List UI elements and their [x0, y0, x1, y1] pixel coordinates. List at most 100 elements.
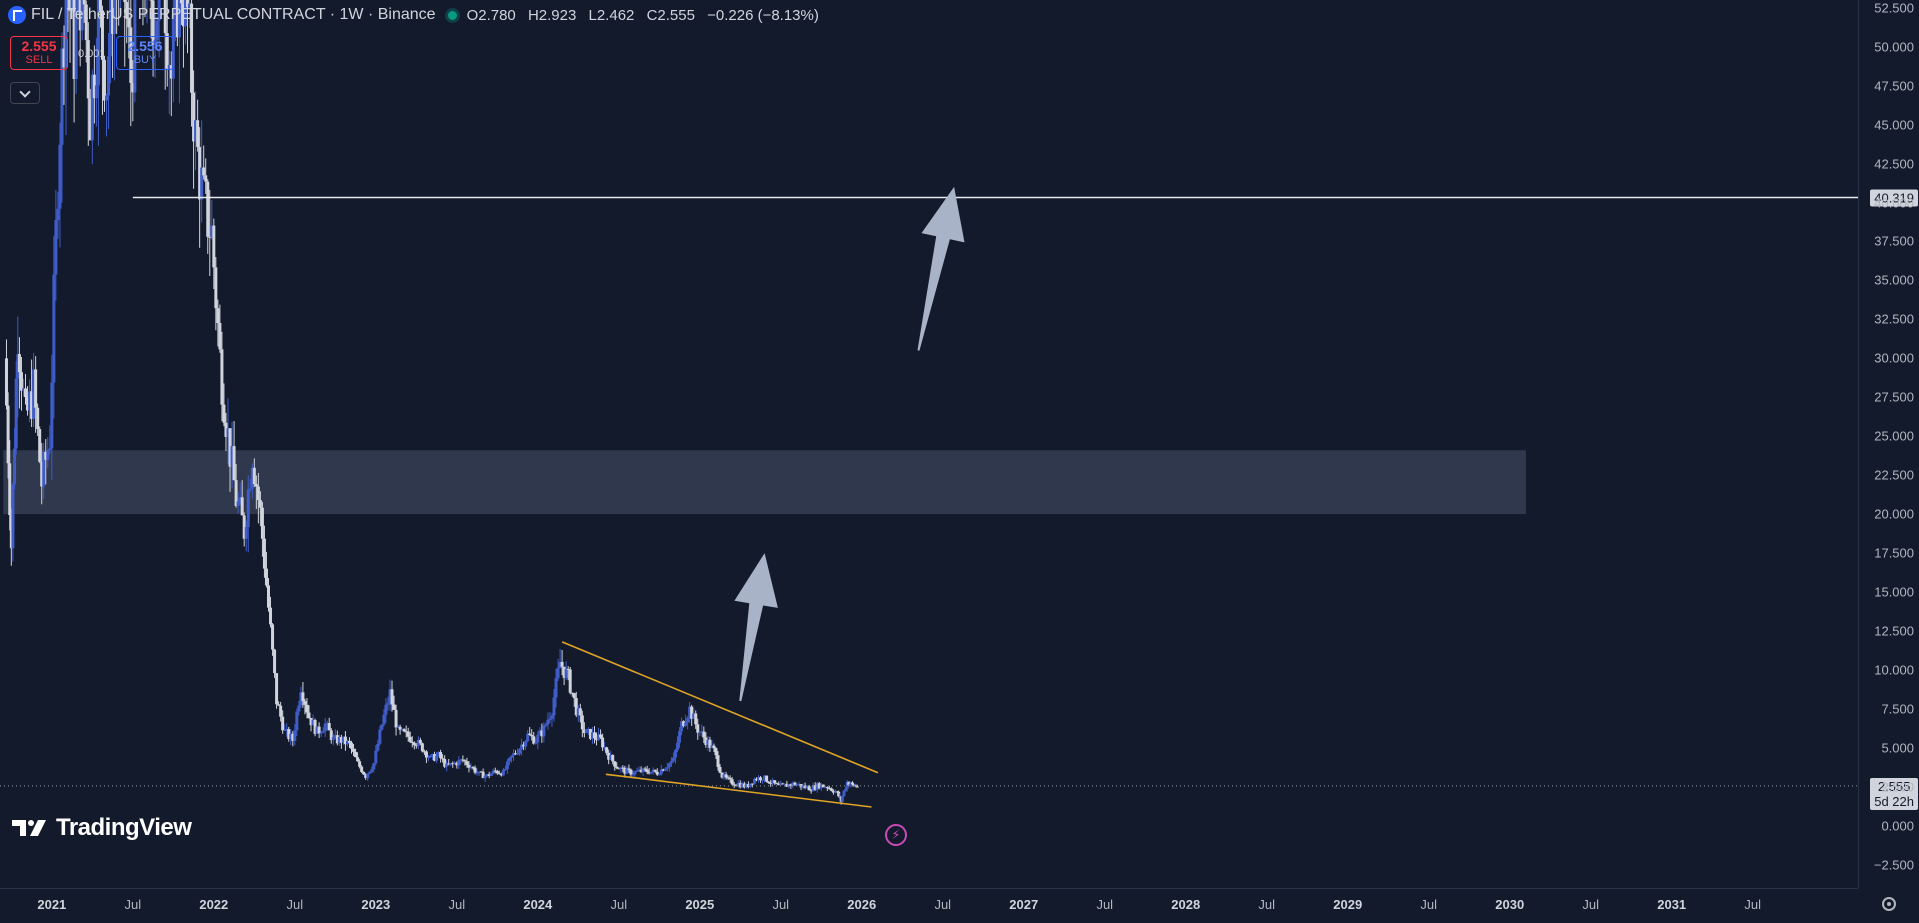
gear-icon[interactable] — [1880, 895, 1898, 913]
time-tick-label: 2025 — [685, 897, 714, 912]
up-arrow-2 — [918, 187, 965, 351]
candle-body — [457, 760, 460, 765]
ohlc-high: H2.923 — [528, 7, 576, 24]
buy-button[interactable]: 2.556 BUY — [116, 36, 174, 70]
candle-body — [281, 717, 284, 731]
candle-body — [320, 733, 323, 734]
candle-body — [202, 167, 205, 175]
candle-body — [8, 463, 11, 515]
price-chart[interactable] — [0, 0, 1858, 888]
candle-body — [419, 740, 422, 743]
candle-body — [13, 449, 16, 485]
candle-body — [425, 751, 428, 757]
candle-body — [615, 767, 618, 769]
time-tick-label: 2022 — [199, 897, 228, 912]
candle-body — [358, 761, 361, 766]
candle-body — [263, 539, 266, 569]
candle-body — [484, 776, 487, 778]
time-tick-label: Jul — [934, 897, 951, 912]
candle-body — [767, 782, 770, 783]
candle-body — [50, 383, 53, 449]
time-tick-label: Jul — [287, 897, 304, 912]
candle-body — [439, 752, 442, 758]
sell-button[interactable]: 2.555 SELL — [10, 36, 68, 70]
time-tick-label: Jul — [1744, 897, 1761, 912]
candle-body — [245, 527, 248, 539]
candle-body — [261, 508, 264, 539]
tradingview-logo[interactable]: TradingView — [12, 814, 191, 842]
ohlc-open: O2.780 — [467, 7, 516, 24]
symbol-title[interactable]: FIL / TetherUS PERPETUAL CONTRACT · 1W ·… — [31, 6, 436, 24]
candle-body — [725, 774, 728, 777]
price-tick-label: 12.500 — [1874, 623, 1914, 638]
candle-body — [842, 791, 845, 796]
price-tick-label: 52.500 — [1874, 0, 1914, 15]
fil-symbol-icon — [8, 6, 26, 24]
price-tick-label: 10.000 — [1874, 662, 1914, 677]
time-tick-label: Jul — [125, 897, 142, 912]
candle-body — [103, 60, 106, 101]
candle-body — [633, 771, 636, 774]
candle-body — [123, 0, 126, 2]
price-tick-label: 20.000 — [1874, 507, 1914, 522]
candle-body — [712, 746, 715, 749]
lightning-icon[interactable]: ⚡ — [885, 824, 907, 846]
candle-body — [18, 354, 21, 372]
price-tick-label: 35.000 — [1874, 273, 1914, 288]
candle-body — [435, 756, 438, 761]
price-tick-label: 40.000 — [1874, 195, 1914, 210]
candle-body — [54, 220, 57, 274]
candle-body — [544, 725, 547, 726]
candle-body — [356, 757, 359, 761]
price-tick-label: 17.500 — [1874, 546, 1914, 561]
candle-body — [528, 734, 531, 735]
candle-body — [322, 731, 325, 733]
candle-body — [332, 737, 335, 740]
candle-body — [354, 752, 357, 757]
candle-body — [550, 716, 553, 719]
candle-body — [654, 770, 657, 772]
candle-body — [52, 274, 55, 382]
candle-body — [283, 730, 286, 731]
candle-body — [5, 358, 8, 405]
candle-body — [530, 735, 533, 736]
candle-body — [413, 743, 416, 745]
candle-body — [269, 608, 272, 625]
chevron-down-icon[interactable] — [10, 82, 40, 104]
candle-body — [808, 786, 811, 790]
candle-body — [670, 761, 673, 763]
candle-body — [374, 751, 377, 764]
candle-body — [48, 449, 51, 451]
candle-body — [674, 750, 677, 758]
candle-body — [542, 725, 545, 736]
chart-area[interactable] — [0, 0, 1858, 888]
candle-body — [613, 761, 616, 766]
candle-body — [24, 388, 27, 397]
candle-body — [729, 778, 732, 780]
candle-body — [476, 773, 479, 774]
candle-body — [58, 145, 61, 209]
spread-value: 0.001 — [78, 48, 106, 60]
candle-body — [694, 713, 697, 724]
candle-body — [36, 408, 39, 429]
candle-body — [208, 237, 211, 238]
candle-body — [295, 712, 298, 731]
candle-body — [403, 729, 406, 731]
candle-body — [593, 732, 596, 738]
candle-body — [257, 487, 260, 501]
candle-body — [581, 715, 584, 729]
candle-body — [524, 741, 527, 746]
candle-body — [856, 786, 859, 787]
time-tick-label: 2029 — [1333, 897, 1362, 912]
symbol-legend[interactable]: FIL / TetherUS PERPETUAL CONTRACT · 1W ·… — [8, 6, 827, 24]
candle-body — [83, 0, 86, 4]
candle-body — [668, 763, 671, 767]
logo-text: TradingView — [56, 814, 191, 842]
candle-body — [504, 769, 507, 770]
price-tick-label: 15.000 — [1874, 585, 1914, 600]
price-tick-label: 45.000 — [1874, 117, 1914, 132]
candle-body — [259, 500, 262, 508]
candle-body — [599, 734, 602, 737]
